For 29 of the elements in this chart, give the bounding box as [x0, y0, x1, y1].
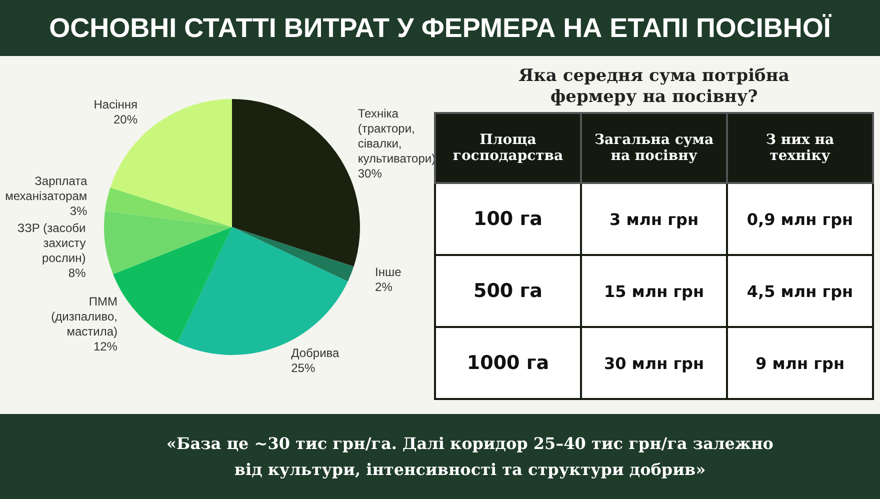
data-label: 30% [358, 166, 382, 181]
text: Загальна сума на посівну [581, 113, 727, 183]
data-label: 12% [93, 340, 118, 354]
data-label: 8% [68, 266, 86, 280]
text: З них на техніку [727, 113, 873, 183]
text: Яка середня сума потрібна фермеру на посівну? [518, 66, 790, 108]
slice-label: Техніка (трактори, сівалки, культиватори) [358, 106, 436, 166]
text: 4,5 млн грн [727, 255, 873, 327]
text: 9 млн грн [727, 327, 873, 399]
slice-label: Інше [375, 264, 402, 279]
data-label: 3% [70, 204, 88, 218]
text: Площа господарства [435, 113, 581, 183]
text: 1000 га [435, 327, 581, 399]
text: 0,9 млн грн [727, 183, 873, 255]
text: 15 млн грн [581, 255, 727, 327]
slice-label: ЗЗР (засоби захисту рослин) [17, 221, 86, 266]
slice-label: Добрива [291, 346, 340, 360]
slice-label: ПММ (дизпаливо, мастила) [51, 294, 118, 339]
text: 3 млн грн [581, 183, 727, 255]
data-label: 20% [114, 112, 138, 127]
chart-title: ОСНОВНІ СТАТТІ ВИТРАТ У ФЕРМЕРА НА ЕТАПІ ПОСІВНОЇ [49, 12, 831, 44]
text: 100 га [435, 183, 581, 255]
text: «База це ~30 тис грн/га. Далі коридор 25–40 тис грн/га залежно від культури, інтенсивності та структури добрив» [166, 432, 774, 480]
text: 500 га [435, 255, 581, 327]
slice-label: Насіння [94, 98, 138, 112]
text: 30 млн грн [581, 327, 727, 399]
data-label: 25% [291, 361, 316, 376]
slice-label: Зарплата механізаторам [5, 174, 88, 204]
data-label: 2% [375, 280, 393, 294]
